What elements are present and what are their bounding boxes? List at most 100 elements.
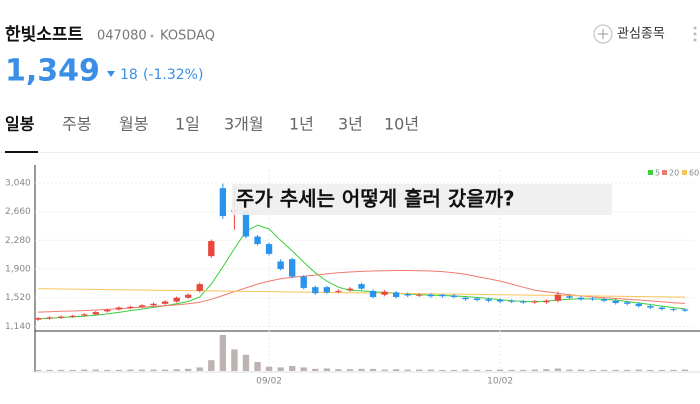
moving-average-line (37, 288, 686, 298)
watchlist-label: 관심종목 (617, 27, 665, 42)
volume-bar (473, 369, 481, 371)
plot: 1,140 1,520 1,900 2,280 2,660 3,040 09/02 10/02… (5, 169, 699, 387)
candle-body (289, 259, 296, 277)
volume-bar (173, 369, 180, 371)
candle-body (554, 294, 562, 301)
tab[interactable]: 3년 (338, 115, 363, 134)
tab[interactable]: 주봉 (62, 115, 91, 134)
legend-swatch (682, 170, 687, 175)
volume-bar (404, 369, 411, 371)
volume-bar (185, 368, 192, 371)
candle-body (104, 309, 111, 312)
x-tick-label: 10/02 (487, 377, 513, 387)
candle-body (462, 297, 469, 300)
market: KOSDAQ (160, 29, 215, 44)
candle-body (531, 301, 538, 303)
watchlist-button[interactable]: 관심종목 (593, 24, 665, 44)
volume-bar (69, 369, 76, 371)
y-tick-label: 3,040 (5, 178, 31, 188)
volume-bar (346, 369, 354, 371)
annotation: 주가 추세는 어떻게 흘러 갔을까? (236, 187, 515, 211)
volume-bar (462, 369, 469, 371)
candle-body (635, 303, 642, 307)
volume-bar (289, 365, 296, 371)
volume-bar (450, 369, 458, 371)
volume-bar (416, 369, 423, 371)
volume-bar (520, 369, 527, 371)
plus-sign (598, 29, 608, 39)
volume-bar (554, 368, 562, 371)
y-tick-label: 1,900 (5, 265, 31, 275)
dot (693, 38, 697, 42)
tab[interactable]: 월봉 (119, 115, 148, 134)
volume-bar (312, 368, 319, 371)
candle-body (196, 284, 203, 291)
candle-body (323, 287, 331, 293)
candle-body (381, 291, 388, 295)
volume-bar (323, 368, 331, 371)
candle-body (450, 295, 458, 297)
moving-average-line (37, 224, 686, 320)
candle-body (92, 312, 99, 315)
tab[interactable]: 3개월 (224, 115, 264, 134)
candle-body (485, 299, 492, 301)
separator (150, 34, 154, 38)
volume-bar (670, 369, 677, 371)
legend-label: 20 (669, 169, 679, 178)
candle-body (404, 293, 411, 296)
volume-bar (531, 369, 538, 371)
candle-body (496, 300, 504, 302)
volume-bar (358, 368, 365, 371)
volume-bar (624, 369, 631, 371)
volume-bar (612, 369, 619, 371)
volume-bar (589, 369, 596, 371)
annotation-box (232, 184, 612, 215)
candle-body (150, 303, 157, 306)
candle-body (277, 261, 284, 270)
volume-bar (231, 349, 238, 371)
volume-bar (566, 369, 573, 371)
volume-bar (277, 367, 284, 371)
tab[interactable]: 1년 (289, 115, 314, 134)
volume-bar (427, 369, 434, 371)
legend-label: 60 (689, 169, 699, 178)
volume-bar (196, 367, 203, 371)
volume-bar (242, 354, 250, 371)
volume-bar (392, 369, 400, 371)
volume-bar (600, 369, 608, 371)
volume-bar (254, 362, 261, 371)
dot (693, 26, 697, 30)
tab[interactable]: 10년 (384, 115, 419, 134)
candle-body (647, 306, 654, 308)
volume-bar (496, 369, 504, 371)
tabs: 일봉 주봉 월봉 1일 3개월 1년 3년 10년 (0, 115, 700, 153)
candle-body (658, 307, 666, 310)
candle-body (138, 305, 146, 307)
tab[interactable]: 1일 (175, 115, 200, 134)
candle-body (427, 294, 434, 297)
volume-bar (81, 369, 88, 371)
candle-body (577, 297, 585, 300)
volume-bar (658, 369, 666, 371)
volume-bar (104, 369, 111, 371)
candle-body (346, 288, 354, 291)
candle-body (242, 211, 250, 237)
more-menu[interactable] (693, 26, 697, 42)
candle-body (369, 290, 377, 297)
change: 18 (120, 67, 138, 83)
candle-body (254, 236, 261, 245)
y-tick-label: 2,660 (5, 207, 31, 217)
down-arrow (107, 71, 115, 77)
candle-body (439, 294, 446, 297)
x-tick-label: 09/02 (256, 377, 282, 387)
volume-bar (681, 369, 689, 371)
volume-bar (57, 369, 65, 371)
volume-bar (161, 369, 169, 371)
volume-bar (46, 369, 53, 371)
volume-bar (115, 369, 123, 371)
candle-body (589, 298, 596, 300)
volume-bar (92, 369, 99, 371)
change-pct: (-1.32%) (143, 67, 203, 83)
tab[interactable]: 일봉 (5, 115, 35, 134)
